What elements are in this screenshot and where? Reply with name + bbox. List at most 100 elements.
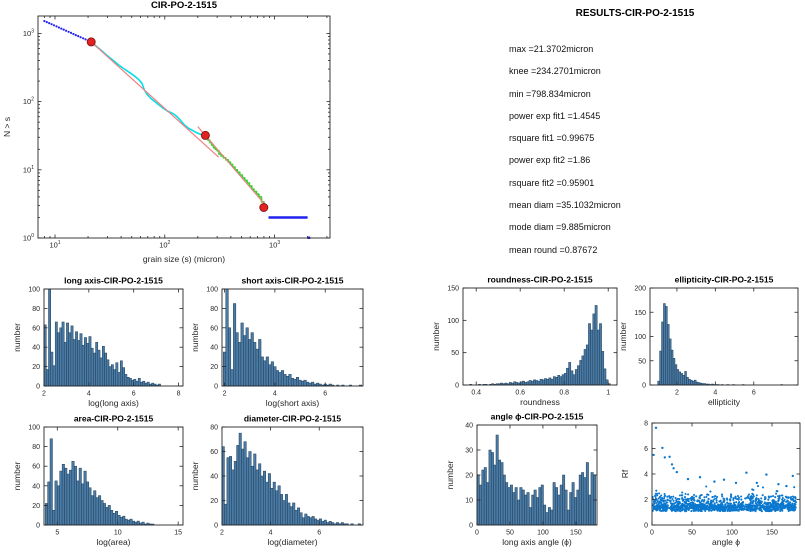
svg-text:0: 0	[475, 530, 479, 537]
chart-title: diameter-CIR-PO-2-1515	[244, 414, 342, 424]
svg-text:0: 0	[644, 523, 648, 530]
plot-area	[221, 432, 361, 526]
svg-text:103: 103	[269, 240, 280, 250]
svg-text:60: 60	[32, 325, 40, 332]
svg-text:0: 0	[214, 523, 218, 530]
results-title: RESULTS-CIR-PO-2-1515	[575, 8, 695, 19]
y-axis-label: number	[190, 323, 200, 352]
series-rf-cloud	[651, 485, 798, 513]
y-axis-label: Rf	[620, 469, 630, 478]
svg-text:0: 0	[214, 384, 218, 391]
tick-marks	[476, 424, 597, 526]
chart-title: CIR-PO-2-1515	[151, 0, 218, 11]
result-max: max =21.3702micron	[509, 44, 594, 54]
hist-angle-canvas: 0 50 100 150 0 10 20 30 40 angle ϕ-CIR-PO-2-1515 l…	[445, 412, 598, 547]
svg-text:100: 100	[634, 334, 646, 341]
x-axis-label: log(long axis)	[88, 398, 139, 408]
svg-text:100: 100	[726, 530, 738, 537]
svg-text:6: 6	[323, 391, 327, 398]
svg-text:80: 80	[32, 444, 40, 451]
chart-title: roundness-CIR-PO-2-1515	[487, 275, 593, 285]
histogram-bars	[657, 303, 783, 386]
y-axis-label: number	[12, 323, 22, 352]
svg-text:0: 0	[36, 523, 40, 530]
tick-labels: 2 4 6 0 50 100 150 200	[634, 286, 756, 397]
svg-text:60: 60	[210, 325, 218, 332]
tick-marks	[43, 288, 183, 387]
svg-text:20: 20	[210, 364, 218, 371]
chart-title: ellipticity-CIR-PO-2-1515	[675, 275, 774, 285]
svg-text:150: 150	[447, 286, 459, 293]
series-breakpoint-markers	[86, 37, 269, 212]
svg-text:80: 80	[210, 425, 218, 432]
svg-text:0.8: 0.8	[559, 390, 569, 397]
x-axis-label: angle ϕ	[712, 537, 740, 547]
tick-marks	[44, 426, 183, 526]
tick-labels: 0 50 100 150 0 10 20 30 40	[465, 423, 582, 537]
svg-text:40: 40	[210, 474, 218, 481]
axes-box	[37, 15, 331, 239]
plot-area	[43, 288, 161, 387]
tick-labels: 0.4 0.6 0.8 1 0 50 100 150	[447, 286, 610, 397]
y-axis-label: N > s	[2, 117, 12, 137]
svg-text:20: 20	[210, 498, 218, 505]
svg-text:60: 60	[32, 464, 40, 471]
svg-text:100: 100	[206, 287, 218, 294]
result-mode-diam: mode diam =9.885micron	[509, 222, 611, 233]
svg-text:200: 200	[634, 286, 646, 293]
rf-vs-angle-scatter-plot: 0 50 100 150 0 2 4 6 8 angle ϕ Rf	[620, 421, 801, 547]
hist-roundness-canvas: 0.4 0.6 0.8 1 0 50 100 150 roundness-CIR-PO-2-15…	[431, 275, 618, 407]
svg-text:10: 10	[114, 530, 122, 537]
plot-area	[469, 305, 611, 386]
diameter-histogram: 2 4 6 0 20 40 60 80 diameter-CIR-PO-2-1515 log(di…	[190, 414, 364, 547]
svg-text:2: 2	[644, 497, 648, 504]
svg-text:100: 100	[23, 233, 34, 243]
svg-text:102: 102	[159, 240, 170, 250]
histogram-bars	[223, 288, 362, 387]
roundness-histogram: 0.4 0.6 0.8 1 0 50 100 150 roundness-CIR-PO-2-15…	[431, 275, 618, 407]
tick-labels: 101 102 103 100 101 102 103	[23, 28, 280, 249]
results-panel: max =21.3702micron knee =234.2701micron …	[509, 38, 621, 261]
axes-box	[221, 288, 364, 387]
svg-text:80: 80	[32, 306, 40, 313]
svg-text:20: 20	[465, 473, 473, 480]
svg-text:30: 30	[465, 448, 473, 455]
axes-box	[462, 287, 618, 386]
x-axis-label: log(short axis)	[266, 398, 320, 408]
svg-text:101: 101	[23, 165, 34, 175]
rf-angle-scatter-canvas: 0 50 100 150 0 2 4 6 8 angle ϕ Rf	[620, 421, 801, 547]
svg-text:0: 0	[650, 530, 654, 537]
y-axis-label: number	[431, 322, 441, 351]
svg-text:2: 2	[220, 530, 224, 537]
svg-text:103: 103	[23, 28, 34, 38]
svg-text:50: 50	[638, 358, 646, 365]
tick-marks	[222, 288, 363, 387]
chart-title: short axis-CIR-PO-2-1515	[241, 276, 343, 286]
svg-text:6: 6	[132, 391, 136, 398]
plot-area	[657, 303, 783, 386]
tick-labels: 5 10 15 0 20 40 60 80 100	[28, 425, 182, 537]
grain-size-distribution-loglog-plot: 101 102 103 100 101 102 103 CIR-PO-2-1515 grain …	[2, 0, 331, 264]
svg-text:50: 50	[688, 530, 696, 537]
svg-text:0.4: 0.4	[471, 390, 481, 397]
series-all-grains-dotted	[43, 19, 92, 43]
chart-title: angle ϕ-CIR-PO-2-1515	[491, 412, 584, 422]
long-axis-histogram: 2 4 6 8 0 20 40 60 80 100 long axis-CIR-PO-2-1515 l…	[12, 276, 184, 408]
svg-text:101: 101	[49, 240, 60, 250]
svg-text:5: 5	[55, 530, 59, 537]
series-power-fit1	[90, 41, 220, 158]
histogram-bars	[469, 305, 611, 386]
svg-text:50: 50	[506, 530, 514, 537]
svg-text:100: 100	[537, 530, 549, 537]
svg-text:8: 8	[644, 421, 648, 428]
tick-marks	[650, 287, 798, 386]
svg-text:0: 0	[469, 523, 473, 530]
result-rsquare-fit1: rsquare fit1 =0.99675	[509, 133, 595, 144]
plot-area	[223, 288, 362, 387]
short-axis-histogram: 2 4 6 0 20 40 60 80 100 short axis-CIR-PO-2-1515 l…	[190, 276, 364, 408]
svg-text:20: 20	[32, 503, 40, 510]
chart-title: area-CIR-PO-2-1515	[74, 414, 154, 424]
grain-size-loglog-canvas: 101 102 103 100 101 102 103 CIR-PO-2-1515 grain …	[2, 0, 331, 264]
